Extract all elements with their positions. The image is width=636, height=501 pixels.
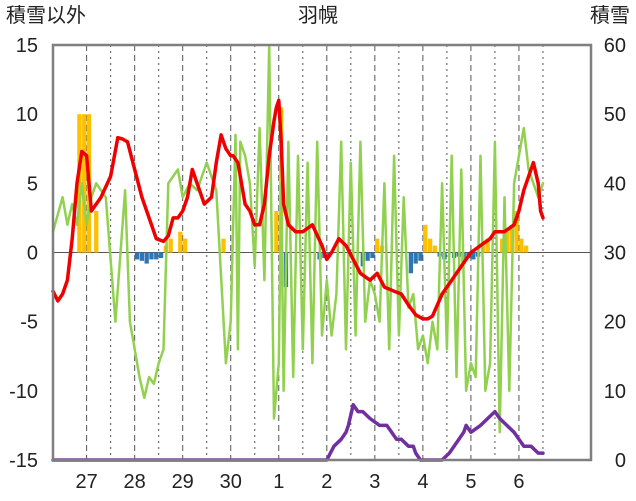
precip-bar [523, 245, 529, 253]
precip-bar [82, 114, 87, 253]
precip-bar [154, 252, 159, 260]
left-axis-label: 積雪以外 [6, 3, 86, 27]
precip-bar [370, 252, 375, 259]
precip-bar [432, 245, 438, 253]
precip-bar [139, 252, 145, 261]
left-tick-label: -5 [20, 312, 38, 334]
left-tick-label: -15 [9, 450, 38, 472]
plot-frame [51, 43, 593, 462]
precip-bar [178, 231, 183, 253]
precip-bar [365, 252, 370, 261]
temperature-line [51, 98, 545, 321]
x-tick-label: 28 [124, 471, 146, 493]
precip-bar [182, 238, 188, 253]
right-tick-label: 40 [604, 173, 626, 195]
precip-bar [408, 252, 414, 274]
chart-title: 羽幌 [298, 3, 338, 27]
precip-bar [94, 211, 99, 253]
precip-bar [134, 252, 140, 260]
right-axis-label: 積雪 [590, 3, 630, 27]
precip-bar [504, 231, 510, 253]
x-tick-label: 30 [220, 471, 242, 493]
precip-bar [514, 211, 519, 253]
precip-bar [423, 224, 428, 253]
left-tick-label: 5 [27, 173, 38, 195]
x-tick-label: 27 [76, 471, 98, 493]
right-tick-label: 10 [604, 381, 626, 403]
x-tick-label: 6 [513, 471, 524, 493]
precip-bar [519, 238, 524, 253]
precip-bar [221, 238, 226, 253]
precip-bar [149, 252, 154, 260]
precip-bar [427, 238, 433, 253]
left-tick-label: -10 [9, 381, 38, 403]
x-tick-label: 2 [321, 471, 332, 493]
precip-bar [77, 114, 82, 253]
precip-bar [144, 252, 149, 264]
x-tick-label: 29 [172, 471, 194, 493]
precip-bar [485, 238, 490, 253]
precip-bar [168, 238, 173, 253]
precip-bar [158, 252, 164, 259]
x-tick-label: 3 [369, 471, 380, 493]
snow-depth-line [51, 402, 545, 462]
right-tick-label: 20 [604, 312, 626, 334]
precip-bar [471, 252, 476, 260]
right-tick-label: 0 [615, 450, 626, 472]
right-tick-label: 30 [604, 243, 626, 265]
left-tick-label: 10 [16, 104, 38, 126]
precip-bar [274, 211, 279, 253]
x-tick-label: 1 [273, 471, 284, 493]
x-tick-label: 5 [465, 471, 476, 493]
right-tick-label: 50 [604, 104, 626, 126]
x-tick-label: 4 [417, 471, 428, 493]
precip-bar [418, 252, 423, 261]
right-tick-label: 60 [604, 35, 626, 57]
precip-bar [375, 238, 380, 253]
left-tick-label: 0 [27, 243, 38, 265]
precip-bar [499, 238, 505, 253]
left-tick-label: 15 [16, 35, 38, 57]
precip-bar [413, 252, 418, 264]
wind-line [51, 43, 545, 434]
